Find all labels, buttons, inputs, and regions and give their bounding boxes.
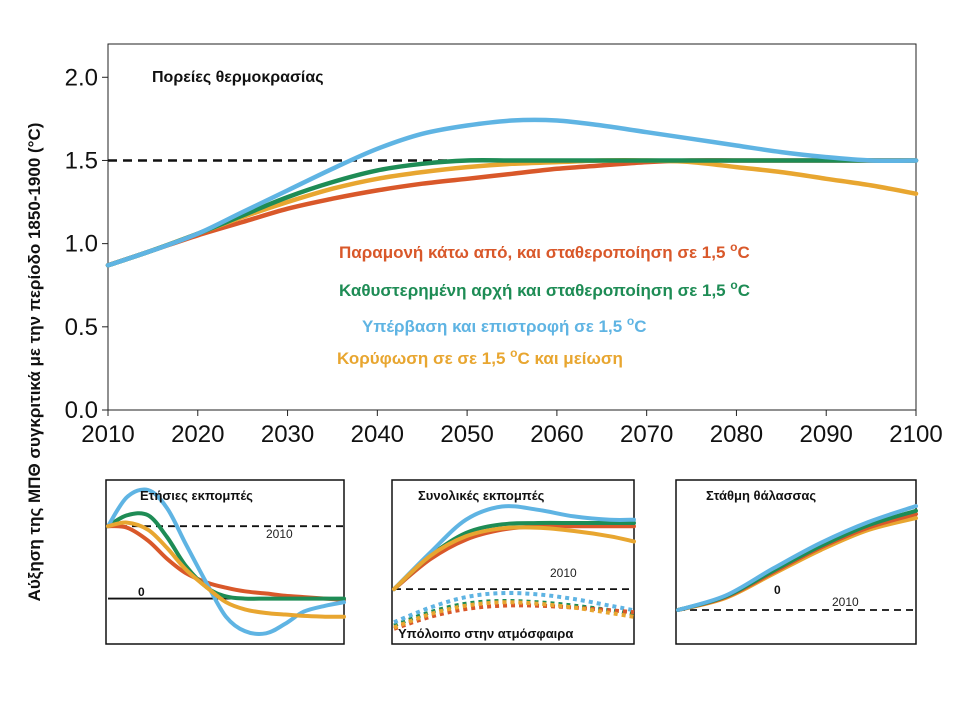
y-axis-label: Αύξηση της ΜΠΘ συγκριτικά με την περίοδο…: [25, 123, 44, 602]
inset-annual-frame: [105, 479, 345, 645]
x-tick-label: 2080: [710, 421, 763, 448]
inset-annual-emissions: Ετήσιες εκπομπές 2010 0: [105, 479, 346, 645]
x-tick-label: 2020: [171, 421, 224, 448]
inset-cumulative-emissions: Συνολικές εκπομπές 2010 Υπόλοιπο στην ατ…: [391, 479, 636, 645]
x-tick-label: 2070: [620, 421, 673, 448]
inset-annual-title: Ετήσιες εκπομπές: [140, 488, 253, 503]
main-plot-frame: [107, 43, 917, 411]
inset-series-green: [106, 511, 346, 601]
inset-series-blue: [676, 504, 918, 612]
y-tick-label: 1.0: [65, 231, 98, 258]
inset-series-blue-dotted: [393, 590, 635, 625]
x-tick-label: 2050: [440, 421, 493, 448]
inset-sea-2010-label: 2010: [832, 595, 859, 609]
main-chart: Πορείες θερμοκρασίας Παραμονή κάτω από, …: [65, 43, 943, 448]
inset-cumulative-2010-label: 2010: [550, 566, 577, 580]
y-tick-label: 0.5: [65, 314, 98, 341]
legend-entry-yellow: Κορύφωση σε σε 1,5 oC και μείωση: [337, 346, 623, 368]
inset-sea-zero-label: 0: [774, 583, 781, 597]
x-tick-label: 2010: [81, 421, 134, 448]
y-tick-label: 0.0: [65, 397, 98, 424]
main-legend: Παραμονή κάτω από, και σταθεροποίηση σε …: [337, 240, 750, 368]
inset-series-yellow-dotted: [393, 600, 635, 630]
main-chart-title: Πορείες θερμοκρασίας: [152, 69, 324, 86]
inset-sea-level: Στάθμη θάλασσας 2010 0: [675, 479, 918, 645]
legend-entry-red: Παραμονή κάτω από, και σταθεροποίηση σε …: [339, 240, 750, 262]
inset-series-red-dotted: [393, 603, 635, 631]
inset-cumulative-residual-label: Υπόλοιπο στην ατμόσφαιρα: [398, 626, 573, 641]
x-tick-label: 2090: [800, 421, 853, 448]
x-tick-label: 2100: [889, 421, 942, 448]
series-line-green: [105, 157, 919, 268]
x-tick-label: 2030: [261, 421, 314, 448]
x-tick-label: 2040: [351, 421, 404, 448]
inset-series-blue: [106, 487, 346, 636]
inset-series-yellow: [392, 525, 636, 592]
x-tick-label: 2060: [530, 421, 583, 448]
inset-series-blue: [392, 504, 636, 592]
inset-annual-zero-label: 0: [138, 585, 145, 599]
inset-cumulative-title: Συνολικές εκπομπές: [418, 488, 545, 503]
inset-series-yellow: [106, 520, 346, 619]
inset-sea-title: Στάθμη θάλασσας: [706, 488, 816, 503]
series-line-blue: [105, 117, 919, 268]
y-tick-label: 2.0: [65, 64, 98, 91]
y-tick-label: 1.5: [65, 147, 98, 174]
legend-entry-green: Καθυστερημένη αρχή και σταθεροποίηση σε …: [339, 278, 750, 300]
legend-entry-blue: Υπέρβαση και επιστροφή σε 1,5 oC: [362, 314, 647, 336]
inset-annual-2010-label: 2010: [266, 527, 293, 541]
